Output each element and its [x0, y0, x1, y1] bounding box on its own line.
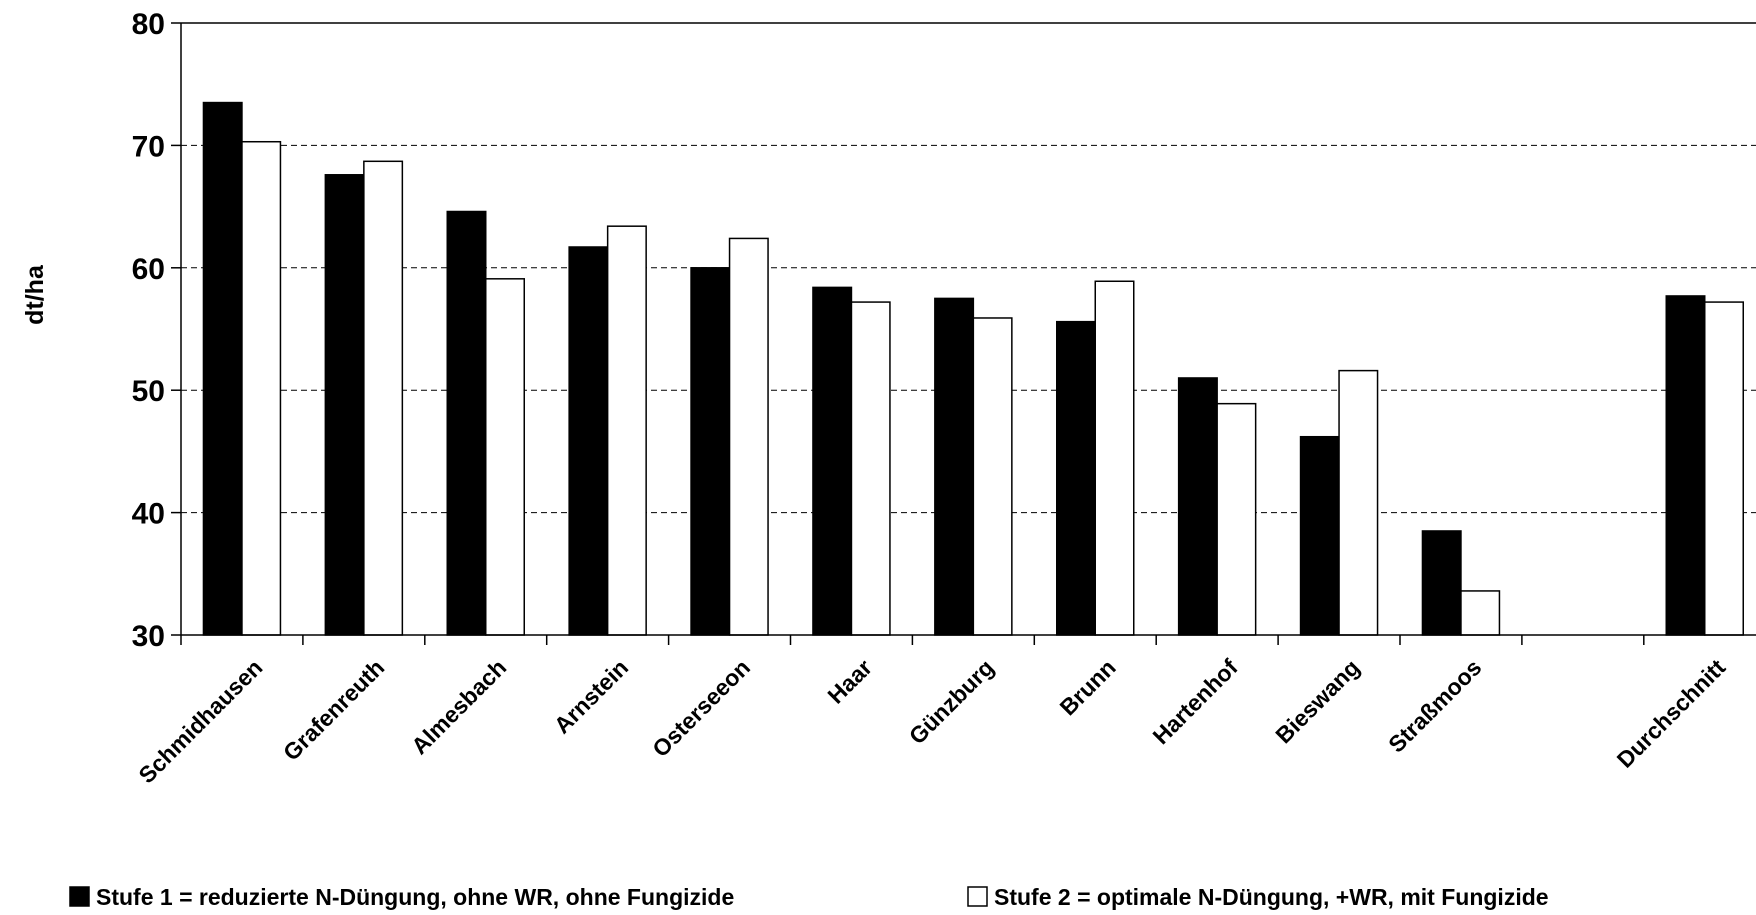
- x-category-label: Schmidhausen: [133, 654, 267, 788]
- x-category-label: Grafenreuth: [278, 654, 389, 765]
- axes: [171, 22, 1756, 645]
- y-axis-title: dt/ha: [21, 264, 49, 325]
- bar-series-1: [1177, 377, 1218, 636]
- x-category-label: Günzburg: [904, 654, 999, 749]
- legend: Stufe 1 = reduzierte N-Düngung, ohne WR,…: [69, 884, 1549, 910]
- gridlines: [181, 22, 1756, 514]
- bar-series-1: [1056, 320, 1096, 636]
- legend-label-series-1: Stufe 1 = reduzierte N-Düngung, ohne WR,…: [96, 884, 734, 910]
- bar-series-1: [1299, 435, 1340, 636]
- y-tick-label: 30: [132, 620, 165, 653]
- x-category-labels: Schmidhausen Grafenreuth Almesbach Arnstein…: [133, 654, 1730, 788]
- bar-series-2: [1338, 369, 1379, 636]
- bar-series-1: [324, 174, 365, 636]
- x-category-label: Durchschnitt: [1612, 654, 1731, 773]
- x-category-label: Haar: [822, 654, 877, 709]
- bar-series-1: [1665, 295, 1706, 636]
- bar-series-2: [728, 237, 769, 636]
- bar-series-2: [1094, 280, 1135, 636]
- x-category-label: Brunn: [1055, 654, 1121, 720]
- x-category-label: Hartenhof: [1147, 654, 1242, 749]
- bar-series-2: [972, 317, 1013, 636]
- legend-swatch-series-2: [967, 886, 988, 907]
- x-category-label: Straßmoos: [1383, 654, 1486, 757]
- x-category-label: Arnstein: [549, 654, 633, 738]
- bar-series-2: [606, 225, 647, 636]
- bar-series-2: [363, 160, 404, 636]
- x-category-label: Bieswang: [1270, 654, 1364, 748]
- x-category-label: Almesbach: [406, 654, 511, 759]
- y-tick-label: 50: [132, 375, 165, 408]
- bar-series-2: [485, 278, 525, 636]
- y-tick-label: 60: [132, 253, 165, 286]
- bar-series-1: [446, 210, 487, 636]
- bar-series-1: [568, 246, 609, 636]
- bar-series-2: [241, 140, 282, 636]
- legend-label-series-2: Stufe 2 = optimale N-Düngung, +WR, mit F…: [994, 884, 1549, 910]
- bars: [202, 101, 1744, 636]
- bar-series-1: [1421, 530, 1462, 636]
- bar-series-1: [690, 267, 731, 636]
- y-tick-labels: 30 40 50 60 70 80: [132, 8, 165, 653]
- bar-series-1: [812, 286, 853, 636]
- bar-series-2: [1216, 402, 1257, 636]
- bar-series-1: [934, 297, 975, 636]
- y-tick-label: 40: [132, 498, 165, 531]
- bar-series-2: [850, 301, 891, 636]
- x-category-label: Osterseeon: [647, 654, 755, 762]
- y-tick-label: 70: [132, 130, 165, 163]
- bar-series-2: [1460, 590, 1501, 636]
- legend-swatch-series-1: [69, 886, 90, 907]
- bar-series-1: [202, 101, 243, 636]
- y-tick-label: 80: [132, 8, 165, 41]
- bar-series-2: [1704, 301, 1744, 636]
